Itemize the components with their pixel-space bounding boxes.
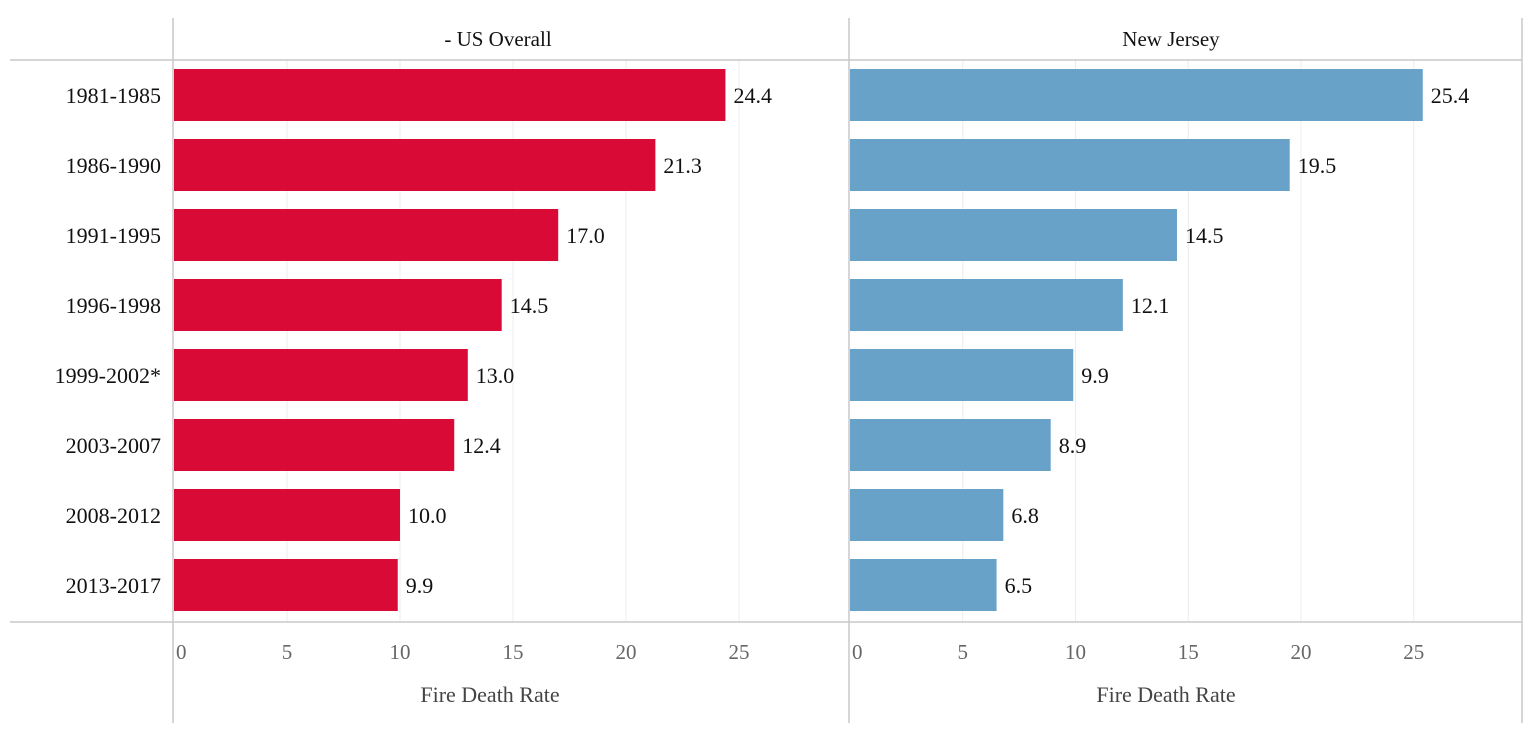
x-tick-label: 15: [1178, 640, 1199, 664]
bar-new-jersey: [850, 349, 1074, 401]
bar-us-overall: [174, 69, 726, 121]
bar-new-jersey: [850, 489, 1004, 541]
bars: [174, 69, 1423, 611]
value-label-us-overall: 13.0: [476, 363, 515, 388]
panel-title-us-overall: - US Overall: [444, 27, 551, 51]
bar-us-overall: [174, 419, 455, 471]
category-label: 1999-2002*: [55, 363, 161, 388]
bar-us-overall: [174, 489, 400, 541]
value-label-us-overall: 9.9: [406, 573, 434, 598]
bar-new-jersey: [850, 69, 1423, 121]
x-tick-label: 10: [390, 640, 411, 664]
value-label-new-jersey: 8.9: [1059, 433, 1087, 458]
category-label: 2013-2017: [66, 573, 161, 598]
chart-text: - US Overall New Jersey Fire Death Rate …: [55, 27, 1470, 707]
x-tick-label: 10: [1065, 640, 1086, 664]
value-label-us-overall: 12.4: [462, 433, 501, 458]
value-label-us-overall: 14.5: [510, 293, 549, 318]
bar-us-overall: [174, 139, 656, 191]
value-label-us-overall: 24.4: [733, 83, 772, 108]
value-label-new-jersey: 6.5: [1005, 573, 1032, 598]
category-label: 1996-1998: [66, 293, 161, 318]
value-label-new-jersey: 19.5: [1298, 153, 1337, 178]
bar-new-jersey: [850, 139, 1290, 191]
category-label: 2008-2012: [66, 503, 161, 528]
value-label-us-overall: 21.3: [663, 153, 702, 178]
value-label-us-overall: 10.0: [408, 503, 447, 528]
category-label: 1981-1985: [66, 83, 161, 108]
x-axis-title-right: Fire Death Rate: [1096, 682, 1235, 707]
panel-title-new-jersey: New Jersey: [1122, 27, 1220, 51]
x-tick-label: 20: [616, 640, 637, 664]
bar-new-jersey: [850, 419, 1051, 471]
x-tick-label: 5: [958, 640, 969, 664]
value-label-new-jersey: 6.8: [1011, 503, 1039, 528]
category-label: 1991-1995: [66, 223, 161, 248]
value-label-new-jersey: 9.9: [1081, 363, 1109, 388]
x-tick-label: 25: [1403, 640, 1424, 664]
value-label-new-jersey: 25.4: [1431, 83, 1470, 108]
bar-new-jersey: [850, 279, 1123, 331]
x-tick-label: 15: [503, 640, 524, 664]
bar-us-overall: [174, 209, 559, 261]
bar-new-jersey: [850, 209, 1177, 261]
value-label-new-jersey: 14.5: [1185, 223, 1224, 248]
value-label-us-overall: 17.0: [566, 223, 605, 248]
value-label-new-jersey: 12.1: [1131, 293, 1170, 318]
bar-us-overall: [174, 279, 502, 331]
x-tick-label: 5: [282, 640, 293, 664]
bar-us-overall: [174, 559, 398, 611]
x-axis-title-left: Fire Death Rate: [420, 682, 559, 707]
chart-frame: [10, 18, 1523, 723]
x-tick-label: 0: [852, 640, 863, 664]
x-tick-label: 20: [1291, 640, 1312, 664]
category-label: 2003-2007: [66, 433, 161, 458]
bar-new-jersey: [850, 559, 997, 611]
x-tick-label: 0: [176, 640, 187, 664]
category-label: 1986-1990: [66, 153, 161, 178]
bar-us-overall: [174, 349, 468, 401]
x-tick-label: 25: [729, 640, 750, 664]
